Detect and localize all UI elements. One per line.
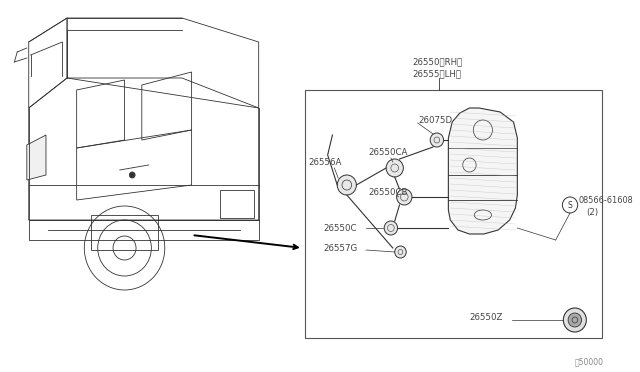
Polygon shape — [449, 108, 517, 234]
Circle shape — [384, 221, 397, 235]
Text: S: S — [568, 201, 572, 209]
Polygon shape — [27, 135, 46, 180]
Circle shape — [397, 189, 412, 205]
Circle shape — [563, 197, 578, 213]
Text: 26550CA: 26550CA — [369, 148, 408, 157]
Circle shape — [337, 175, 356, 195]
Text: 26550CB: 26550CB — [369, 187, 408, 196]
Text: 26557G: 26557G — [324, 244, 358, 253]
Bar — [305, 90, 602, 338]
Text: 㲖50000: 㲖50000 — [575, 357, 604, 366]
Text: 26550〈RH〉: 26550〈RH〉 — [412, 58, 462, 67]
Text: 26555〈LH〉: 26555〈LH〉 — [412, 70, 461, 78]
Circle shape — [386, 159, 403, 177]
Text: 26075D: 26075D — [419, 115, 452, 125]
Circle shape — [430, 133, 444, 147]
Text: 08566-61608: 08566-61608 — [579, 196, 634, 205]
Text: 26556A: 26556A — [308, 157, 342, 167]
Circle shape — [395, 246, 406, 258]
Circle shape — [563, 308, 586, 332]
Text: 26550C: 26550C — [324, 224, 357, 232]
Text: 26550Z: 26550Z — [470, 314, 503, 323]
Circle shape — [129, 172, 135, 178]
Circle shape — [568, 313, 582, 327]
Text: (2): (2) — [586, 208, 598, 217]
